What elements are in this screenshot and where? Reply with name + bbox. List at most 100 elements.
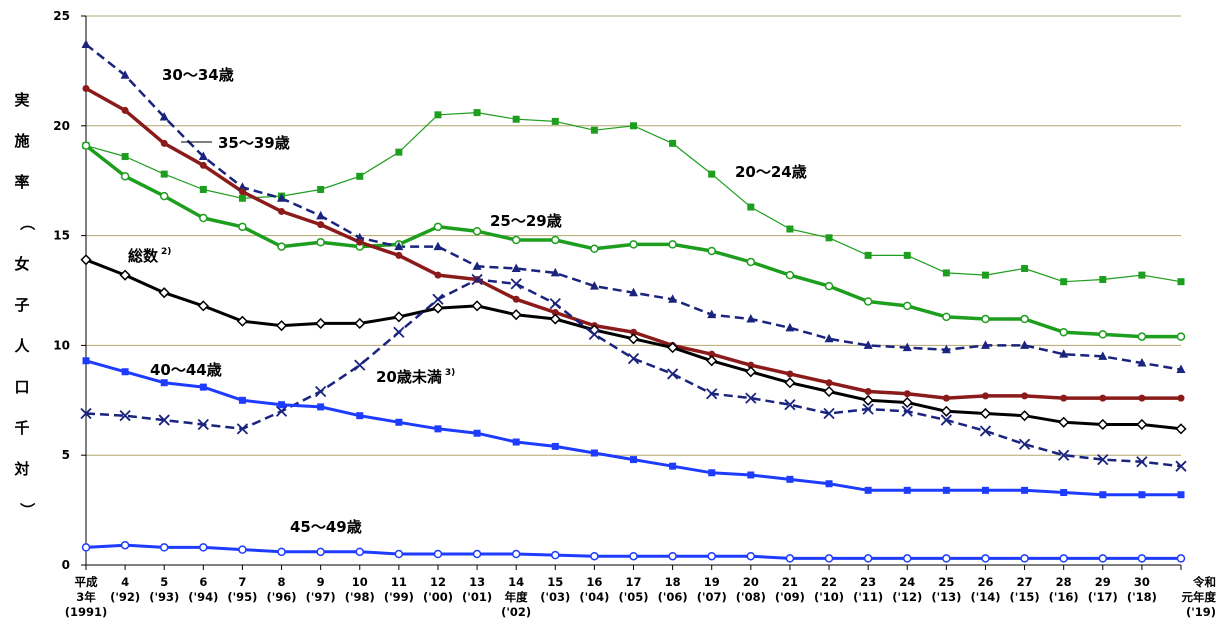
x-tick-label: ('13) bbox=[931, 590, 961, 604]
data-point bbox=[512, 295, 520, 303]
data-point bbox=[551, 308, 559, 316]
data-point bbox=[158, 287, 170, 299]
data-point bbox=[746, 314, 756, 323]
x-tick-label: 14 bbox=[508, 575, 524, 589]
data-point bbox=[630, 122, 637, 130]
data-point bbox=[315, 317, 327, 330]
data-point bbox=[511, 235, 521, 245]
data-point bbox=[864, 486, 872, 494]
y-axis-label-char: 口 bbox=[14, 378, 29, 396]
data-point bbox=[1176, 364, 1186, 374]
x-tick-label: ('18) bbox=[1127, 590, 1157, 604]
data-point bbox=[355, 547, 364, 557]
data-point bbox=[121, 153, 129, 161]
x-tick-label: ('92) bbox=[110, 590, 140, 604]
data-point bbox=[942, 312, 951, 322]
data-point bbox=[629, 287, 638, 297]
data-point bbox=[277, 193, 287, 202]
series-label: 45〜49歳 bbox=[290, 518, 362, 536]
data-point bbox=[1059, 554, 1068, 563]
data-point bbox=[588, 328, 601, 341]
x-tick-label: ('00) bbox=[423, 590, 453, 604]
data-point bbox=[197, 418, 209, 431]
data-point bbox=[315, 385, 327, 398]
data-point bbox=[707, 551, 716, 561]
data-point bbox=[707, 246, 716, 256]
data-point bbox=[629, 240, 638, 249]
data-point bbox=[903, 390, 911, 398]
data-point bbox=[786, 475, 794, 483]
data-point bbox=[747, 203, 755, 211]
axes bbox=[81, 15, 1182, 570]
x-tick-label: ('98) bbox=[345, 590, 375, 604]
data-point bbox=[903, 301, 912, 311]
data-point bbox=[981, 486, 989, 494]
x-tick-label: ('10) bbox=[814, 590, 844, 604]
data-point bbox=[473, 429, 481, 437]
data-point bbox=[199, 161, 207, 169]
data-point bbox=[942, 269, 950, 277]
series-label: 25〜29歳 bbox=[490, 212, 562, 230]
data-point bbox=[394, 549, 404, 559]
x-tick-label: 23 bbox=[860, 575, 876, 589]
data-point bbox=[669, 462, 677, 470]
series-label: 30〜34歳 bbox=[162, 66, 234, 84]
data-point bbox=[120, 70, 130, 79]
data-point bbox=[159, 112, 169, 121]
data-point bbox=[590, 126, 598, 134]
data-point bbox=[981, 314, 990, 324]
data-point bbox=[784, 377, 796, 389]
x-tick-label: 年度 bbox=[505, 590, 528, 604]
data-point bbox=[121, 106, 129, 114]
data-point bbox=[1059, 349, 1069, 358]
data-point bbox=[1098, 330, 1108, 339]
data-point bbox=[1138, 491, 1146, 499]
x-tick-label: 15 bbox=[547, 575, 563, 589]
x-tick-label: 10 bbox=[352, 575, 368, 589]
data-point bbox=[317, 403, 325, 411]
data-point bbox=[901, 405, 913, 417]
data-point bbox=[81, 543, 91, 552]
data-point bbox=[198, 151, 208, 161]
x-tick-label: ('03) bbox=[540, 590, 570, 604]
data-point bbox=[238, 222, 247, 232]
data-point bbox=[199, 185, 207, 193]
y-axis-label-char: ） bbox=[18, 502, 36, 517]
data-point bbox=[745, 392, 757, 404]
data-point bbox=[237, 182, 247, 191]
data-point bbox=[277, 242, 286, 251]
data-point bbox=[119, 410, 131, 422]
data-point bbox=[902, 342, 912, 352]
data-point bbox=[746, 551, 756, 561]
data-point bbox=[356, 172, 364, 180]
y-tick-labels: 0 5 10 15 20 25 bbox=[53, 9, 70, 572]
series-label: 総数 2) bbox=[128, 247, 171, 265]
data-point bbox=[785, 554, 795, 563]
x-tick-label: 18 bbox=[665, 575, 681, 589]
data-point bbox=[823, 385, 835, 398]
x-tick-label: 17 bbox=[625, 575, 641, 589]
data-point bbox=[1099, 394, 1107, 402]
data-point bbox=[355, 232, 365, 242]
data-point bbox=[903, 251, 911, 259]
x-tick-label: ('11) bbox=[853, 590, 883, 604]
data-point bbox=[551, 442, 559, 450]
data-point bbox=[1021, 265, 1029, 273]
x-tick-label: 5 bbox=[160, 575, 168, 589]
y-axis-label-char: 女 bbox=[14, 255, 29, 273]
data-point bbox=[1175, 460, 1187, 472]
data-point bbox=[510, 278, 522, 290]
data-point bbox=[432, 302, 444, 314]
x-tick-label: 29 bbox=[1095, 575, 1111, 589]
data-point bbox=[903, 486, 911, 494]
data-point bbox=[472, 261, 482, 270]
data-point bbox=[197, 300, 209, 312]
y-axis-label-char: 施 bbox=[14, 132, 29, 150]
data-point bbox=[863, 554, 873, 563]
data-point bbox=[668, 240, 677, 249]
data-point bbox=[1020, 314, 1029, 324]
data-point bbox=[119, 269, 131, 281]
data-point bbox=[199, 213, 208, 223]
data-point bbox=[1020, 554, 1029, 563]
